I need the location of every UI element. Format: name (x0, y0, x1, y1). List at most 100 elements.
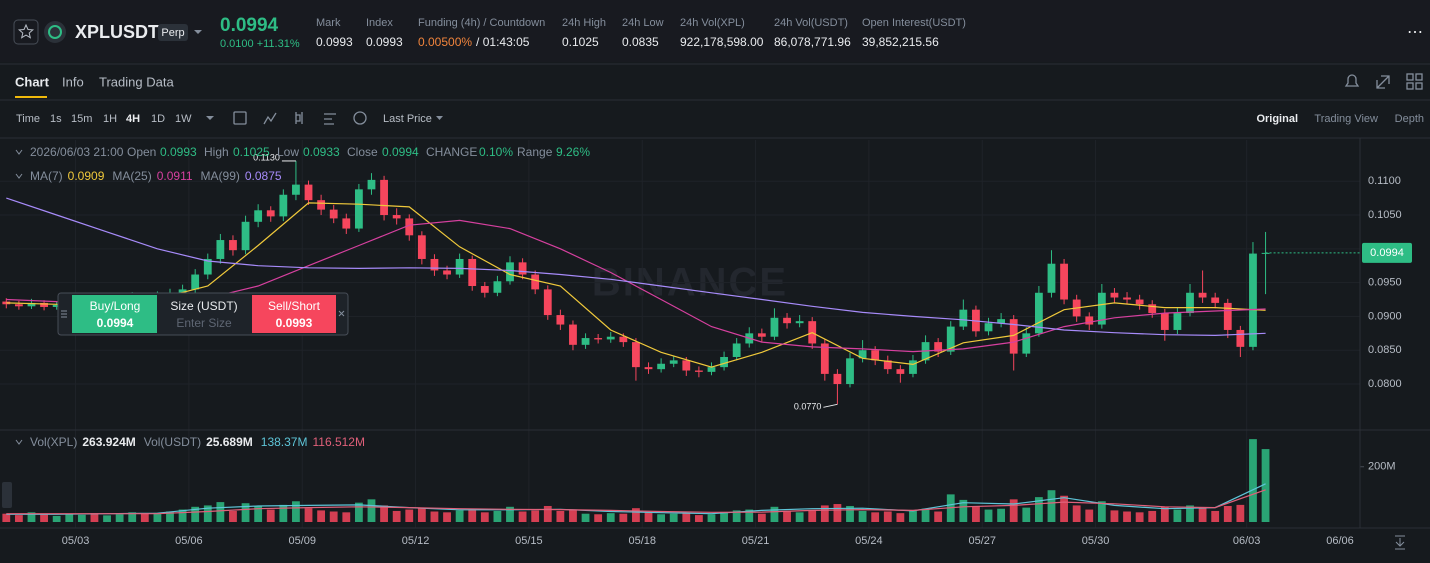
legend-label: CHANGE (426, 145, 477, 159)
collapse-handle[interactable] (2, 482, 12, 508)
stat-value: 0.00500% (418, 35, 472, 49)
volume-bar (745, 509, 754, 522)
candle-body (14, 304, 23, 307)
legend-value: 0.1025 (233, 145, 270, 159)
view-option[interactable]: Depth (1395, 113, 1424, 125)
volume-bar (14, 515, 23, 522)
candle-body (1135, 299, 1144, 305)
symbol-dropdown[interactable] (194, 30, 202, 34)
view-option[interactable]: Original (1256, 113, 1298, 125)
volume-bar (480, 512, 489, 522)
legend-toggle[interactable] (15, 149, 23, 155)
candle-body (304, 184, 313, 201)
x-tick-label: 06/03 (1233, 535, 1261, 547)
display-icon[interactable] (353, 111, 367, 125)
candle-body (594, 338, 603, 340)
candle-body (1009, 319, 1018, 354)
volume-bar (1223, 505, 1232, 522)
volume-bar (808, 510, 817, 522)
candle-body (707, 367, 716, 372)
tab[interactable]: Trading Data (99, 74, 174, 89)
interval[interactable]: 4H (126, 113, 140, 125)
volume-bar (354, 502, 363, 522)
interval[interactable]: 1W (175, 113, 192, 125)
volume-bar (1249, 439, 1257, 522)
interval-dropdown[interactable] (206, 116, 214, 120)
candle-body (883, 360, 892, 370)
candle-body (632, 342, 640, 368)
settings-icon[interactable] (324, 113, 336, 125)
scroll-end-icon[interactable] (1395, 535, 1405, 550)
stat-label: Index (366, 17, 393, 29)
volume-bar (1135, 512, 1144, 522)
candle-body (896, 369, 905, 374)
legend-label: Low (277, 145, 299, 159)
candle-body (1022, 333, 1031, 354)
close-panel[interactable] (338, 310, 345, 317)
line-tool-icon[interactable] (263, 112, 277, 125)
interval[interactable]: 1H (103, 113, 117, 125)
candle-type-icon[interactable] (295, 112, 303, 124)
sell-label: Sell/Short (268, 299, 321, 313)
volume-bar (65, 513, 74, 522)
sell-price: 0.0993 (276, 316, 313, 330)
x-tick-label: 05/03 (62, 535, 90, 547)
alert-icon[interactable] (1344, 74, 1360, 87)
volume-bar (732, 510, 741, 522)
volume-bar (203, 505, 212, 522)
header-bar (0, 0, 1430, 62)
candle-body (342, 218, 351, 229)
stat-label: 24h Low (622, 17, 664, 29)
legend-label: Close (347, 145, 378, 159)
candle-body (191, 274, 200, 290)
volume-bar (1186, 505, 1194, 522)
buy-button[interactable] (72, 295, 157, 333)
layout-icon[interactable] (1415, 73, 1423, 81)
legend-value: 0.0933 (303, 145, 340, 159)
stat-value: 922,178,598.00 (680, 35, 764, 49)
volume-tick-label: 200M (1368, 461, 1396, 473)
sell-button[interactable] (252, 295, 336, 333)
volume-bar (556, 510, 565, 522)
volume-bar (216, 502, 225, 522)
candle-body (254, 210, 263, 222)
fullscreen-icon[interactable] (1376, 75, 1390, 89)
annotation-leader (823, 403, 838, 408)
volume-bar (934, 511, 943, 522)
candle-body (1186, 292, 1194, 314)
legend-toggle[interactable] (15, 439, 23, 445)
layout-icon[interactable] (1406, 73, 1414, 81)
candle-body (720, 356, 728, 368)
more-menu[interactable]: ⋯ (1407, 24, 1423, 41)
drag-handle[interactable] (61, 310, 67, 318)
tab[interactable]: Chart (15, 74, 50, 89)
legend-label: High (204, 145, 229, 159)
interval[interactable]: Time (16, 113, 40, 125)
volume-bar (115, 514, 124, 522)
stat-value: 86,078,771.96 (774, 35, 851, 49)
price-type-dropdown[interactable] (436, 116, 443, 120)
tab[interactable]: Info (62, 74, 84, 89)
legend-toggle[interactable] (15, 173, 23, 179)
candle-body (959, 309, 968, 327)
volume-bar (883, 511, 892, 522)
candle-body (216, 240, 225, 259)
volume-bar (1148, 510, 1157, 522)
layout-icon[interactable] (1406, 82, 1414, 90)
y-tick-label: 0.0850 (1368, 344, 1402, 356)
favorite-button[interactable] (13, 19, 39, 45)
volume-bar (191, 506, 200, 522)
interval[interactable]: 1D (151, 113, 165, 125)
layout-icon[interactable] (1415, 82, 1423, 90)
size-input[interactable]: Enter Size (176, 316, 232, 330)
volume-bar (619, 513, 628, 522)
view-option[interactable]: Trading View (1314, 113, 1378, 125)
interval[interactable]: 1s (50, 113, 62, 125)
symbol[interactable]: XPLUSDT (75, 22, 159, 42)
volume-bar (795, 512, 804, 522)
price-type[interactable]: Last Price (383, 113, 432, 125)
indicator-icon[interactable] (233, 111, 247, 125)
legend-label: Open (127, 145, 156, 159)
interval[interactable]: 15m (71, 113, 92, 125)
volume-bar (430, 511, 439, 522)
